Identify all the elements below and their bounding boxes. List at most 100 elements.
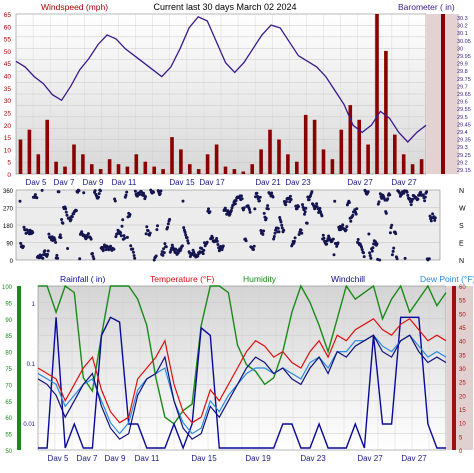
direction-point xyxy=(305,221,309,225)
direction-point xyxy=(421,193,425,197)
direction-point xyxy=(216,243,220,246)
direction-point xyxy=(384,211,388,215)
wind-bar xyxy=(330,159,335,174)
barometer-tick-label: 30 xyxy=(457,46,463,52)
direction-point xyxy=(371,246,375,250)
direction-point xyxy=(144,232,148,236)
direction-point xyxy=(139,190,143,194)
direction-point xyxy=(368,254,372,258)
direction-point xyxy=(284,203,288,207)
direction-point xyxy=(19,241,23,245)
direction-tick-label: 270 xyxy=(3,207,14,213)
direction-point xyxy=(354,212,358,216)
wind-bar xyxy=(268,129,272,174)
direction-point xyxy=(370,249,374,253)
compass-tick-label: W xyxy=(459,206,466,213)
direction-point xyxy=(133,189,137,193)
direction-point xyxy=(92,257,96,261)
direction-point xyxy=(161,253,165,257)
x-tick-label: Dav 7 xyxy=(54,178,75,187)
temperature-tick-label: 45 xyxy=(459,326,466,332)
direction-point xyxy=(230,206,234,210)
wind-bar xyxy=(170,137,174,174)
direction-point xyxy=(129,244,133,248)
direction-point xyxy=(60,218,64,221)
direction-point xyxy=(196,254,200,258)
wind-bar xyxy=(205,154,210,174)
wind-bar xyxy=(241,171,246,174)
wind-bar xyxy=(375,14,379,174)
direction-point xyxy=(181,199,185,203)
direction-point xyxy=(86,232,90,236)
direction-point xyxy=(402,191,406,195)
direction-point xyxy=(123,236,127,240)
direction-point xyxy=(156,224,159,228)
direction-point xyxy=(97,192,101,196)
direction-point xyxy=(428,214,432,218)
direction-point xyxy=(272,235,276,238)
direction-point xyxy=(301,205,305,209)
windspeed-tick-label: 50 xyxy=(4,49,12,56)
direction-tick-label: 360 xyxy=(3,189,14,195)
windspeed-tick-label: 20 xyxy=(4,123,12,130)
temperature-label: Temperature (°F) xyxy=(150,274,215,284)
direction-point xyxy=(152,258,156,262)
direction-point xyxy=(377,200,381,204)
x-tick-label: Dav 5 xyxy=(26,178,47,187)
direction-point xyxy=(131,247,135,251)
direction-point xyxy=(284,200,288,204)
direction-tick-label: 0 xyxy=(10,259,14,265)
temperature-tick-label: 25 xyxy=(459,381,466,387)
wind-bar xyxy=(286,154,290,174)
direction-point xyxy=(192,250,196,254)
direction-point xyxy=(304,206,308,210)
direction-point xyxy=(82,191,86,195)
direction-point xyxy=(429,219,433,223)
barometer-tick-label: 29.55 xyxy=(457,107,471,113)
windspeed-tick-label: 30 xyxy=(4,98,12,105)
direction-point xyxy=(182,226,186,230)
direction-point xyxy=(54,240,58,244)
x-tick-label: Dav 15 xyxy=(191,454,217,463)
wind-bar xyxy=(72,144,76,174)
direction-point xyxy=(66,247,70,250)
direction-point xyxy=(57,190,61,194)
direction-tick-label: 180 xyxy=(3,224,14,230)
barometer-tick-label: 30.1 xyxy=(457,31,468,37)
direction-point xyxy=(394,232,398,236)
direction-point xyxy=(21,244,25,248)
direction-point xyxy=(303,210,307,214)
direction-point xyxy=(362,251,365,255)
direction-point xyxy=(59,236,63,240)
direction-point xyxy=(170,243,174,247)
temperature-tick-label: 60 xyxy=(459,285,466,291)
x-tick-label: Dav 27 xyxy=(347,178,373,187)
direction-point xyxy=(69,218,73,222)
direction-point xyxy=(74,209,78,213)
direction-point xyxy=(307,198,311,202)
direction-point xyxy=(101,249,105,253)
direction-point xyxy=(423,199,427,203)
x-tick-label: Dav 19 xyxy=(245,454,271,463)
direction-point xyxy=(122,234,126,238)
humidity-tick-label: 95 xyxy=(5,301,12,307)
temperature-tick-label: 20 xyxy=(459,394,466,400)
wind-bar xyxy=(393,134,397,174)
humidity-tick-label: 75 xyxy=(5,367,12,373)
direction-point xyxy=(148,231,152,235)
direction-point xyxy=(258,195,262,199)
direction-point xyxy=(56,256,60,260)
wind-bar xyxy=(223,166,228,174)
direction-point xyxy=(78,257,82,261)
wind-bar xyxy=(348,105,353,174)
temperature-tick-label: 15 xyxy=(459,408,466,414)
wind-bar xyxy=(339,129,344,174)
x-tick-label: Dav 11 xyxy=(112,178,137,187)
direction-point xyxy=(93,189,97,193)
direction-point xyxy=(215,239,219,243)
barometer-tick-label: 30.05 xyxy=(457,39,471,45)
direction-point xyxy=(289,198,293,201)
wind-bar xyxy=(401,154,406,174)
